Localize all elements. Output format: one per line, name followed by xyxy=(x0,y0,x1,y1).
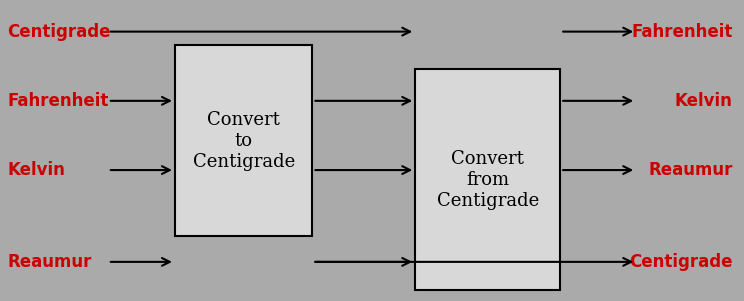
Text: Fahrenheit: Fahrenheit xyxy=(7,92,109,110)
Text: Fahrenheit: Fahrenheit xyxy=(632,23,733,41)
Text: Centigrade: Centigrade xyxy=(7,23,111,41)
Bar xyxy=(415,69,560,290)
Bar xyxy=(175,45,312,236)
Text: Reaumur: Reaumur xyxy=(7,253,92,271)
Text: Reaumur: Reaumur xyxy=(649,161,733,179)
Text: Convert
to
Centigrade: Convert to Centigrade xyxy=(193,111,295,171)
Text: Kelvin: Kelvin xyxy=(7,161,65,179)
Text: Kelvin: Kelvin xyxy=(675,92,733,110)
Text: Convert
from
Centigrade: Convert from Centigrade xyxy=(437,150,539,210)
Text: Centigrade: Centigrade xyxy=(629,253,733,271)
